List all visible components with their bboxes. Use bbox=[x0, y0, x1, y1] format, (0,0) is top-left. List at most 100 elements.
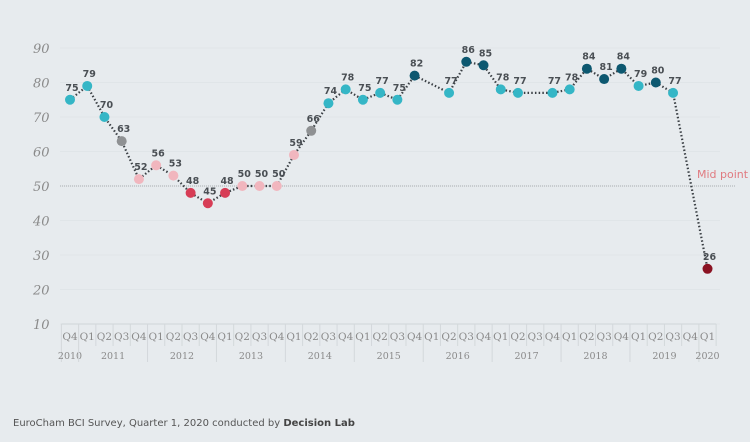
x-tick-label: Q2 bbox=[648, 331, 663, 343]
x-tick-label: Q3 bbox=[252, 331, 267, 343]
source-text: EuroCham BCI Survey, Quarter 1, 2020 con… bbox=[13, 418, 284, 429]
year-label: 2019 bbox=[652, 351, 676, 362]
y-tick-label: 90 bbox=[33, 42, 50, 57]
data-label: 77 bbox=[668, 76, 681, 87]
x-tick-label: Q2 bbox=[510, 331, 525, 343]
y-tick-label: 70 bbox=[33, 111, 50, 126]
data-label: 77 bbox=[548, 76, 561, 87]
data-point bbox=[254, 181, 265, 191]
data-label: 63 bbox=[117, 124, 130, 135]
data-label: 85 bbox=[479, 48, 492, 59]
x-tick-label: Q2 bbox=[166, 331, 181, 343]
x-tick-label: Q3 bbox=[665, 331, 680, 343]
data-point bbox=[133, 174, 144, 185]
data-label: 75 bbox=[393, 83, 406, 94]
x-tick-label: Q1 bbox=[217, 331, 232, 343]
source-footer: EuroCham BCI Survey, Quarter 1, 2020 con… bbox=[13, 418, 355, 429]
year-label: 2011 bbox=[101, 351, 125, 362]
data-point bbox=[616, 63, 627, 74]
x-tick-label: Q4 bbox=[476, 331, 492, 343]
data-point bbox=[357, 94, 368, 105]
data-point bbox=[306, 125, 317, 136]
x-tick-label: Q1 bbox=[700, 331, 715, 343]
x-tick-label: Q3 bbox=[114, 331, 129, 343]
data-label: 59 bbox=[289, 138, 302, 149]
x-tick-label: Q4 bbox=[683, 331, 699, 343]
year-label: 2013 bbox=[239, 351, 263, 362]
x-tick-label: Q4 bbox=[62, 331, 78, 343]
midpoint-label: Mid point bbox=[697, 168, 749, 181]
year-label: 2012 bbox=[170, 351, 194, 362]
x-tick-label: Q4 bbox=[200, 331, 216, 343]
data-point bbox=[547, 87, 558, 98]
data-label: 48 bbox=[220, 176, 234, 187]
data-label: 70 bbox=[100, 100, 114, 111]
data-label: 79 bbox=[83, 69, 96, 80]
data-point bbox=[478, 60, 489, 71]
x-tick-label: Q2 bbox=[579, 331, 594, 343]
data-label: 66 bbox=[307, 114, 321, 125]
x-tick-label: Q2 bbox=[97, 331, 112, 343]
year-label: 2016 bbox=[446, 351, 470, 362]
x-tick-label: Q1 bbox=[493, 331, 508, 343]
y-tick-label: 40 bbox=[32, 215, 50, 230]
x-tick-label: Q2 bbox=[304, 331, 319, 343]
y-tick-label: 20 bbox=[32, 284, 50, 299]
x-tick-label: Q1 bbox=[562, 331, 577, 343]
year-label: 2020 bbox=[695, 351, 719, 362]
data-point bbox=[581, 63, 592, 74]
data-point bbox=[409, 70, 420, 81]
series-line bbox=[69, 60, 709, 270]
data-point bbox=[633, 80, 644, 91]
x-tick-label: Q3 bbox=[390, 331, 405, 343]
y-tick-label: 80 bbox=[33, 77, 50, 92]
data-point bbox=[512, 87, 523, 98]
data-point bbox=[323, 98, 334, 109]
data-point bbox=[271, 181, 282, 191]
data-label: 78 bbox=[565, 72, 579, 83]
x-tick-label: Q1 bbox=[631, 331, 646, 343]
x-tick-label: Q3 bbox=[596, 331, 611, 343]
data-point bbox=[168, 170, 179, 181]
data-point bbox=[340, 84, 351, 95]
x-tick-label: Q3 bbox=[528, 331, 543, 343]
data-label: 53 bbox=[169, 159, 182, 170]
x-tick-label: Q1 bbox=[149, 331, 164, 343]
y-tick-label: 60 bbox=[33, 146, 50, 161]
data-label: 84 bbox=[617, 52, 631, 63]
x-tick-label: Q2 bbox=[441, 331, 456, 343]
year-label: 2014 bbox=[308, 351, 332, 362]
data-point bbox=[185, 187, 196, 198]
data-label: 80 bbox=[651, 66, 665, 77]
x-tick-label: Q1 bbox=[286, 331, 301, 343]
data-label: 78 bbox=[496, 72, 510, 83]
data-label: 50 bbox=[255, 169, 269, 180]
data-point bbox=[237, 181, 248, 191]
x-tick-label: Q3 bbox=[459, 331, 474, 343]
x-tick-label: Q4 bbox=[407, 331, 423, 343]
x-tick-label: Q1 bbox=[424, 331, 439, 343]
data-label: 77 bbox=[513, 76, 526, 87]
x-tick-label: Q3 bbox=[183, 331, 198, 343]
data-point bbox=[288, 149, 299, 160]
data-point bbox=[65, 94, 75, 105]
year-label: 2010 bbox=[58, 351, 82, 362]
x-tick-label: Q2 bbox=[235, 331, 250, 343]
data-label: 75 bbox=[65, 83, 78, 94]
data-point bbox=[461, 56, 472, 67]
data-point bbox=[495, 84, 506, 95]
x-tick-label: Q4 bbox=[545, 331, 561, 343]
data-label: 74 bbox=[324, 86, 338, 97]
data-label: 77 bbox=[376, 76, 389, 87]
x-tick-label: Q3 bbox=[321, 331, 336, 343]
x-tick-label: Q1 bbox=[355, 331, 370, 343]
data-point bbox=[668, 87, 679, 98]
data-point bbox=[82, 80, 93, 91]
data-label: 84 bbox=[582, 52, 596, 63]
x-tick-label: Q2 bbox=[372, 331, 387, 343]
data-label: 86 bbox=[462, 45, 476, 56]
year-label: 2017 bbox=[515, 351, 539, 362]
data-label: 48 bbox=[186, 176, 200, 187]
data-label: 81 bbox=[600, 62, 613, 73]
